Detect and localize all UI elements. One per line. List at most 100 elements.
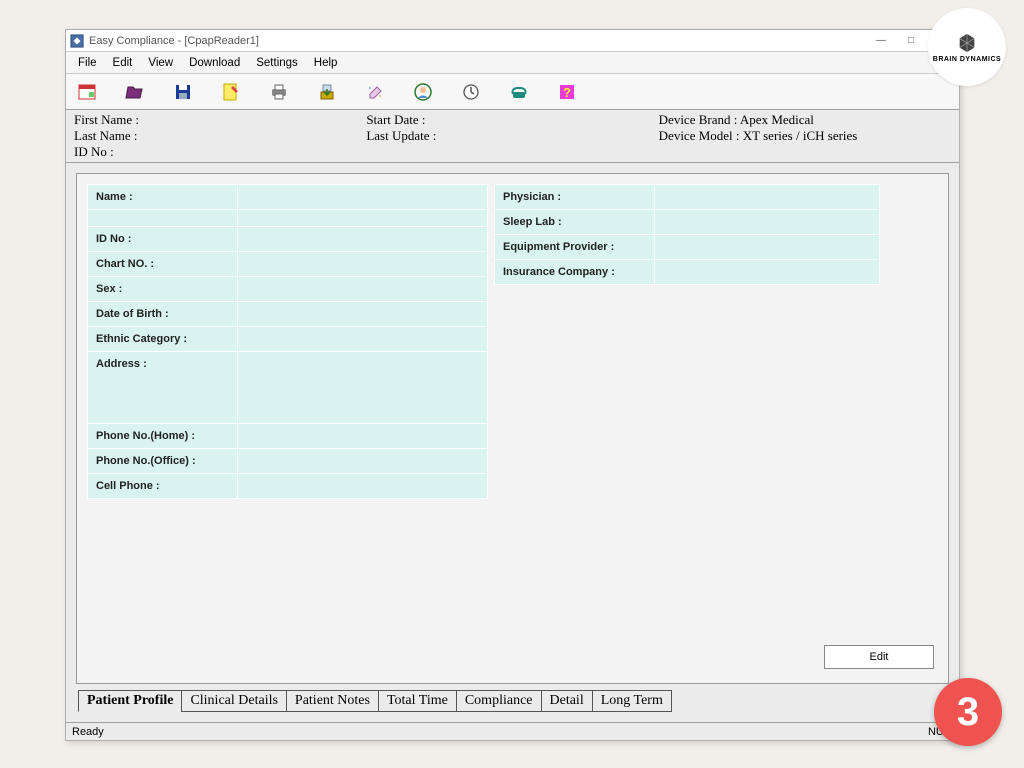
statusbar: Ready NUM — [66, 722, 959, 740]
device-brand-value: Apex Medical — [740, 112, 814, 127]
note-icon[interactable] — [216, 79, 246, 105]
tab-clinical-details[interactable]: Clinical Details — [181, 690, 286, 712]
table-row: Address : — [88, 352, 488, 424]
address-label: Address : — [88, 352, 238, 424]
table-row: Date of Birth : — [88, 302, 488, 327]
menu-view[interactable]: View — [140, 55, 181, 71]
name2-label — [88, 210, 238, 227]
ethnic-value — [238, 327, 488, 352]
patient-panel: Name : ID No : Chart NO. : Sex : Date of… — [76, 173, 949, 684]
physician-value — [655, 185, 880, 210]
tab-patient-notes[interactable]: Patient Notes — [286, 690, 379, 712]
last-update-label: Last Update : — [366, 128, 436, 143]
phone-icon[interactable] — [504, 79, 534, 105]
calendar-icon[interactable] — [72, 79, 102, 105]
info-bar: First Name : Last Name : ID No : Start D… — [66, 110, 959, 163]
menu-edit[interactable]: Edit — [105, 55, 141, 71]
phone-home-label: Phone No.(Home) : — [88, 424, 238, 449]
name2-value — [238, 210, 488, 227]
table-row — [88, 210, 488, 227]
logo-text: BRAIN DYNAMICS — [933, 56, 1001, 63]
titlebar: Easy Compliance - [CpapReader1] — □ × — [66, 30, 959, 52]
sex-label: Sex : — [88, 277, 238, 302]
logo-icon — [956, 32, 978, 54]
maximize-button[interactable]: □ — [901, 33, 921, 49]
table-row: Phone No.(Office) : — [88, 449, 488, 474]
dob-label: Date of Birth : — [88, 302, 238, 327]
cell-phone-label: Cell Phone : — [88, 474, 238, 499]
phone-home-value — [238, 424, 488, 449]
tab-strip: Patient Profile Clinical Details Patient… — [78, 690, 949, 712]
menu-settings[interactable]: Settings — [248, 55, 306, 71]
chartno-value — [238, 252, 488, 277]
chartno-label: Chart NO. : — [88, 252, 238, 277]
menubar: File Edit View Download Settings Help — [66, 52, 959, 74]
menu-file[interactable]: File — [70, 55, 105, 71]
ethnic-label: Ethnic Category : — [88, 327, 238, 352]
phone-office-value — [238, 449, 488, 474]
eraser-icon[interactable] — [360, 79, 390, 105]
window-title: Easy Compliance - [CpapReader1] — [89, 35, 871, 47]
app-window: Easy Compliance - [CpapReader1] — □ × Fi… — [65, 29, 960, 741]
idno-field-value — [238, 227, 488, 252]
sleeplab-value — [655, 210, 880, 235]
menu-download[interactable]: Download — [181, 55, 248, 71]
insurance-label: Insurance Company : — [495, 260, 655, 285]
device-model-value: XT series / iCH series — [743, 128, 858, 143]
device-brand-label: Device Brand : — [659, 112, 738, 127]
sex-value — [238, 277, 488, 302]
clock-icon[interactable] — [456, 79, 486, 105]
brand-logo: BRAIN DYNAMICS — [928, 8, 1006, 86]
last-name-label: Last Name : — [74, 128, 138, 143]
save-icon[interactable] — [168, 79, 198, 105]
cell-phone-value — [238, 474, 488, 499]
table-row: Physician : — [495, 185, 880, 210]
print-icon[interactable] — [264, 79, 294, 105]
download-icon[interactable] — [312, 79, 342, 105]
table-row: Sex : — [88, 277, 488, 302]
table-row: Sleep Lab : — [495, 210, 880, 235]
table-row: Name : — [88, 185, 488, 210]
table-row: Equipment Provider : — [495, 235, 880, 260]
toolbar: ? — [66, 74, 959, 110]
insurance-value — [655, 260, 880, 285]
table-row: Chart NO. : — [88, 252, 488, 277]
equipment-provider-value — [655, 235, 880, 260]
table-row: ID No : — [88, 227, 488, 252]
menu-help[interactable]: Help — [306, 55, 346, 71]
badge-number: 3 — [957, 690, 979, 735]
idno-field-label: ID No : — [88, 227, 238, 252]
sleeplab-label: Sleep Lab : — [495, 210, 655, 235]
tab-patient-profile[interactable]: Patient Profile — [78, 690, 182, 712]
name-value — [238, 185, 488, 210]
status-left: Ready — [72, 726, 104, 738]
start-date-label: Start Date : — [366, 112, 425, 127]
phone-office-label: Phone No.(Office) : — [88, 449, 238, 474]
step-badge: 3 — [934, 678, 1002, 746]
address-value — [238, 352, 488, 424]
app-icon — [70, 34, 84, 48]
help-icon[interactable]: ? — [552, 79, 582, 105]
tab-compliance[interactable]: Compliance — [456, 690, 542, 712]
equipment-provider-label: Equipment Provider : — [495, 235, 655, 260]
edit-button[interactable]: Edit — [824, 645, 934, 669]
user-icon[interactable] — [408, 79, 438, 105]
minimize-button[interactable]: — — [871, 33, 891, 49]
physician-label: Physician : — [495, 185, 655, 210]
folder-icon[interactable] — [120, 79, 150, 105]
patient-table-right: Physician : Sleep Lab : Equipment Provid… — [494, 184, 880, 285]
table-row: Ethnic Category : — [88, 327, 488, 352]
idno-label: ID No : — [74, 144, 114, 159]
tab-long-term[interactable]: Long Term — [592, 690, 672, 712]
name-label: Name : — [88, 185, 238, 210]
patient-table-left: Name : ID No : Chart NO. : Sex : Date of… — [87, 184, 488, 499]
tab-total-time[interactable]: Total Time — [378, 690, 457, 712]
tab-detail[interactable]: Detail — [541, 690, 593, 712]
table-row: Insurance Company : — [495, 260, 880, 285]
first-name-label: First Name : — [74, 112, 139, 127]
table-row: Cell Phone : — [88, 474, 488, 499]
table-row: Phone No.(Home) : — [88, 424, 488, 449]
dob-value — [238, 302, 488, 327]
svg-text:?: ? — [563, 85, 571, 100]
content-area: Name : ID No : Chart NO. : Sex : Date of… — [66, 163, 959, 722]
